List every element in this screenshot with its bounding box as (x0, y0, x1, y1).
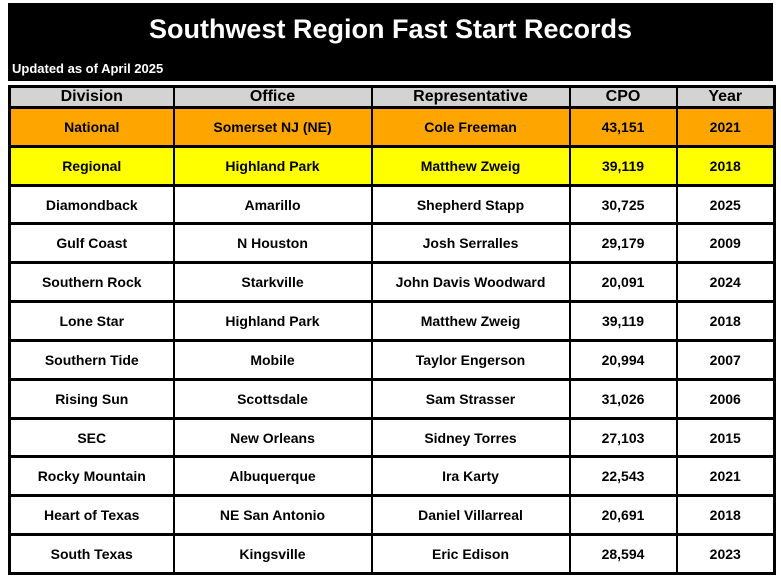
representative-cell: Cole Freeman (370, 106, 571, 148)
division-cell: Gulf Coast (8, 222, 175, 265)
cpo-cell: 28,594 (568, 533, 678, 575)
year-cell: 2006 (675, 377, 776, 420)
cpo-cell: 31,026 (568, 377, 678, 420)
division-cell: Rising Sun (8, 377, 175, 420)
year-cell: 2023 (675, 533, 776, 575)
representative-cell: Ira Karty (370, 455, 571, 498)
title-banner: Southwest Region Fast Start Records Upda… (8, 3, 773, 81)
col-header-representative: Representative (370, 85, 571, 109)
office-cell: Albuquerque (172, 455, 373, 498)
col-header-office: Office (172, 85, 373, 109)
division-cell: South Texas (8, 533, 175, 575)
representative-cell: Eric Edison (370, 533, 571, 575)
year-cell: 2007 (675, 338, 776, 381)
year-cell: 2021 (675, 106, 776, 148)
division-cell: Southern Rock (8, 261, 175, 304)
col-header-year: Year (675, 85, 776, 109)
representative-cell: Sam Strasser (370, 377, 571, 420)
cpo-cell: 20,994 (568, 338, 678, 381)
cpo-cell: 22,543 (568, 455, 678, 498)
table-body: National Somerset NJ (NE) Cole Freeman 43,1… (8, 106, 776, 575)
year-cell: 2018 (675, 144, 776, 187)
table-row: Rocky Mountain Albuquerque Ira Karty 22,543… (8, 455, 776, 498)
table-row: National Somerset NJ (NE) Cole Freeman 43,1… (8, 106, 776, 148)
office-cell: Mobile (172, 338, 373, 381)
representative-cell: Matthew Zweig (370, 300, 571, 342)
office-cell: Starkville (172, 261, 373, 304)
representative-cell: Josh Serralles (370, 222, 571, 265)
year-cell: 2018 (675, 300, 776, 342)
table-row: Diamondback Amarillo Shepherd Stapp 30,725 2… (8, 183, 776, 226)
table-row: Lone Star Highland Park Matthew Zweig 39,11… (8, 300, 776, 342)
table-row: SEC New Orleans Sidney Torres 27,103 2015 (8, 416, 776, 459)
office-cell: Scottsdale (172, 377, 373, 420)
office-cell: Kingsville (172, 533, 373, 575)
year-cell: 2018 (675, 494, 776, 537)
division-cell: Diamondback (8, 183, 175, 226)
cpo-cell: 39,119 (568, 300, 678, 342)
table-row: Rising Sun Scottsdale Sam Strasser 31,026 20… (8, 377, 776, 420)
cpo-cell: 39,119 (568, 144, 678, 187)
representative-cell: Sidney Torres (370, 416, 571, 459)
division-cell: SEC (8, 416, 175, 459)
table-row: Heart of Texas NE San Antonio Daniel Villa… (8, 494, 776, 537)
representative-cell: Shepherd Stapp (370, 183, 571, 226)
division-cell: Southern Tide (8, 338, 175, 381)
office-cell: New Orleans (172, 416, 373, 459)
cpo-cell: 29,179 (568, 222, 678, 265)
division-cell: Rocky Mountain (8, 455, 175, 498)
cpo-cell: 27,103 (568, 416, 678, 459)
office-cell: N Houston (172, 222, 373, 265)
representative-cell: Daniel Villarreal (370, 494, 571, 537)
year-cell: 2021 (675, 455, 776, 498)
representative-cell: Taylor Engerson (370, 338, 571, 381)
office-cell: Highland Park (172, 144, 373, 187)
representative-cell: Matthew Zweig (370, 144, 571, 187)
year-cell: 2025 (675, 183, 776, 226)
year-cell: 2015 (675, 416, 776, 459)
office-cell: Somerset NJ (NE) (172, 106, 373, 148)
cpo-cell: 43,151 (568, 106, 678, 148)
division-cell: National (8, 106, 175, 148)
table-row: Southern Tide Mobile Taylor Engerson 20,994… (8, 338, 776, 381)
division-cell: Heart of Texas (8, 494, 175, 537)
year-cell: 2009 (675, 222, 776, 265)
cpo-cell: 20,691 (568, 494, 678, 537)
table-row: South Texas Kingsville Eric Edison 28,594 20… (8, 533, 776, 575)
col-header-cpo: CPO (568, 85, 678, 109)
year-cell: 2024 (675, 261, 776, 304)
division-cell: Lone Star (8, 300, 175, 342)
division-cell: Regional (8, 144, 175, 187)
office-cell: NE San Antonio (172, 494, 373, 537)
cpo-cell: 20,091 (568, 261, 678, 304)
office-cell: Amarillo (172, 183, 373, 226)
page-title: Southwest Region Fast Start Records (148, 14, 633, 44)
table-row: Southern Rock Starkville John Davis Woodwa… (8, 261, 776, 304)
records-table: Division Office Representative CPO Year … (8, 85, 776, 575)
representative-cell: John Davis Woodward (370, 261, 571, 304)
sheet: Southwest Region Fast Start Records Upda… (8, 3, 776, 575)
updated-note: Updated as of April 2025 (12, 61, 164, 76)
col-header-division: Division (8, 85, 175, 109)
table-header-row: Division Office Representative CPO Year (8, 85, 776, 109)
office-cell: Highland Park (172, 300, 373, 342)
table-row: Gulf Coast N Houston Josh Serralles 29,179 2… (8, 222, 776, 265)
cpo-cell: 30,725 (568, 183, 678, 226)
table-row: Regional Highland Park Matthew Zweig 39,119… (8, 144, 776, 187)
